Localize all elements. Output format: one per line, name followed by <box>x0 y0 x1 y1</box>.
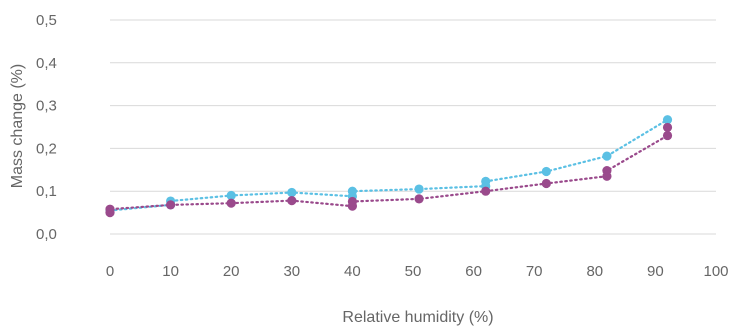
data-point <box>226 190 236 201</box>
y-tick-label: 0,1 <box>36 183 57 200</box>
y-tick-label: 0,3 <box>36 98 57 115</box>
data-point <box>414 184 424 194</box>
x-axis-title: Relative humidity (%) <box>342 309 493 326</box>
x-tick-label: 60 <box>465 263 482 280</box>
data-point <box>662 115 673 125</box>
grid-lines <box>110 19 716 235</box>
x-tick-label: 10 <box>162 263 179 280</box>
x-tick-label: 80 <box>586 263 603 280</box>
x-tick-label: 70 <box>526 263 543 280</box>
data-point <box>105 204 115 214</box>
y-tick-labels: 0,0 0,1 0,2 0,3 0,4 0,5 <box>36 12 57 243</box>
x-tick-labels: 0 10 20 30 40 50 60 70 80 90 100 <box>106 263 729 280</box>
y-tick-label: 0,5 <box>36 12 57 29</box>
series-layer <box>105 115 673 218</box>
x-tick-label: 30 <box>283 263 300 280</box>
y-axis-title: Mass change (%) <box>9 64 26 189</box>
data-point <box>662 122 673 133</box>
data-point <box>414 194 424 204</box>
y-tick-label: 0,0 <box>36 226 57 243</box>
x-tick-label: 50 <box>405 263 422 280</box>
x-tick-label: 90 <box>647 263 664 280</box>
data-point <box>662 130 673 141</box>
y-tick-label: 0,2 <box>36 140 57 157</box>
series-2 <box>105 122 673 218</box>
data-point <box>602 166 612 176</box>
series-line <box>108 118 669 212</box>
data-point <box>347 196 357 207</box>
data-point <box>481 186 491 196</box>
data-point <box>541 166 551 177</box>
data-point <box>481 176 491 186</box>
data-point <box>602 151 612 161</box>
y-tick-label: 0,4 <box>36 55 57 72</box>
data-point <box>166 200 176 210</box>
data-point <box>287 196 297 206</box>
series-line <box>108 126 669 214</box>
x-tick-label: 40 <box>344 263 361 280</box>
x-tick-label: 20 <box>223 263 240 280</box>
data-point <box>226 198 236 208</box>
data-point <box>287 187 297 198</box>
x-tick-label: 0 <box>106 263 114 280</box>
data-point <box>541 178 551 189</box>
data-point <box>347 186 357 196</box>
x-tick-label: 100 <box>703 263 728 280</box>
